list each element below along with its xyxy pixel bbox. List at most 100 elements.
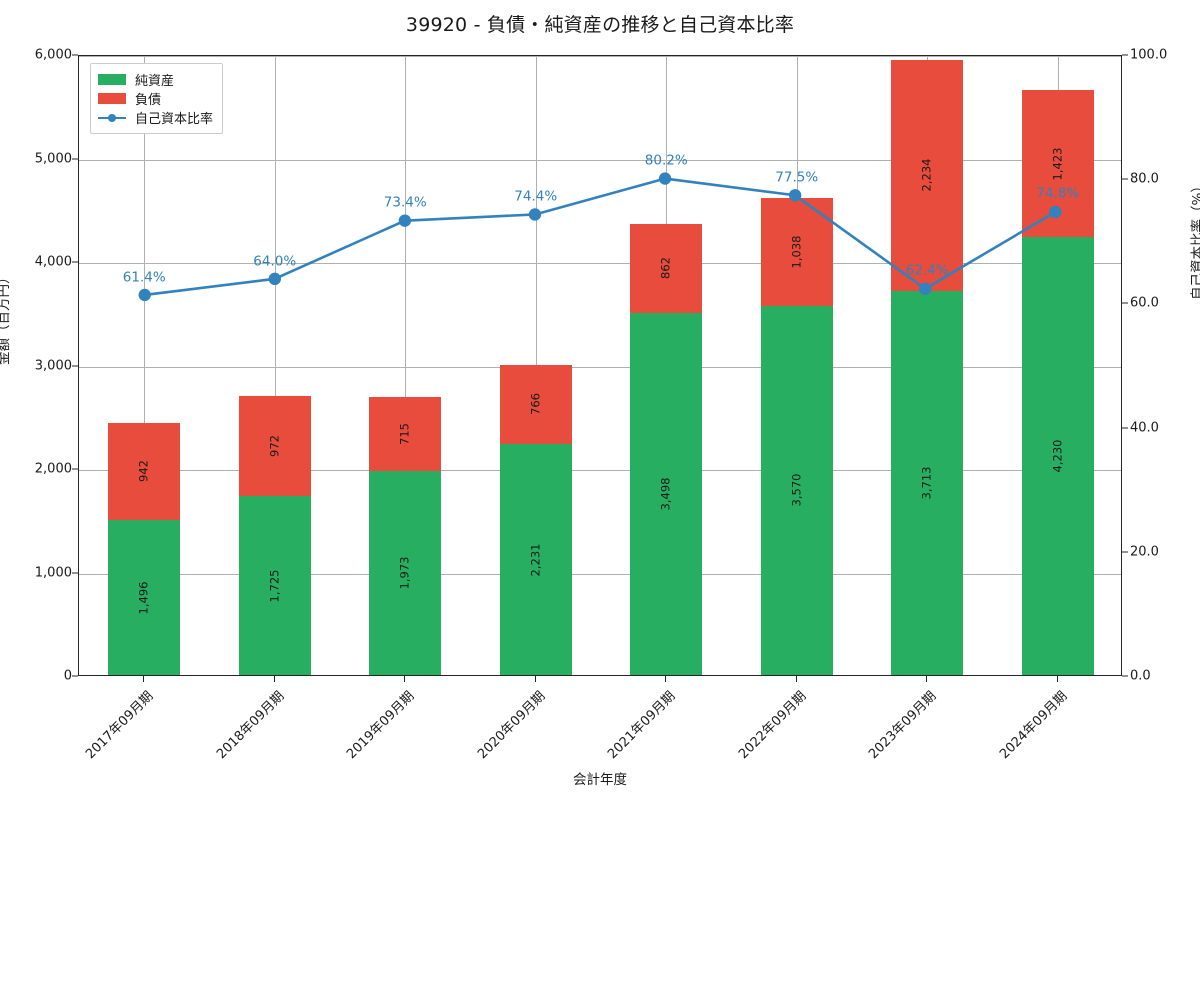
chart-figure: 39920 - 負債・純資産の推移と自己資本比率 金額（百万円） 自己資本比率（… xyxy=(0,14,1200,788)
grid-line-horizontal xyxy=(79,159,1121,161)
bar-group[interactable]: 1,496 942 xyxy=(108,422,181,675)
legend-label-equity-ratio: 自己資本比率 xyxy=(135,112,214,127)
bar-segment-net-assets[interactable]: 1,725 xyxy=(238,496,311,675)
equity-ratio-value-label: 80.2% xyxy=(644,152,688,169)
y-axis-tick-mark-right xyxy=(1122,302,1128,304)
legend-item-liabilities[interactable]: 負債 xyxy=(98,89,213,108)
y-axis-tick-label-left: 6,000 xyxy=(34,47,72,63)
legend-label-liabilities: 負債 xyxy=(135,93,162,108)
x-axis-tick-mark xyxy=(1056,676,1058,682)
y-axis-tick-label-left: 4,000 xyxy=(34,254,72,270)
equity-ratio-point[interactable] xyxy=(398,214,412,227)
grid-line-horizontal xyxy=(79,573,1121,575)
y-axis-tick-mark-right xyxy=(1122,427,1128,429)
x-axis-tick-mark xyxy=(143,676,145,682)
y-axis-label-right: 自己資本比率（%） xyxy=(1190,179,1200,300)
y-axis-tick-label-left: 1,000 xyxy=(34,565,72,580)
y-axis-tick-mark-left xyxy=(72,675,78,677)
bar-group[interactable]: 1,973 715 xyxy=(369,396,442,675)
y-axis-tick-mark-right xyxy=(1122,54,1128,56)
bar-segment-liabilities[interactable]: 1,038 xyxy=(760,198,833,306)
legend-swatch-net-assets xyxy=(98,74,126,85)
grid-line-vertical xyxy=(274,56,276,675)
equity-ratio-point[interactable] xyxy=(919,282,932,295)
y-axis-tick-mark-left xyxy=(72,365,78,366)
x-axis-tick-label: 2022年09月期 xyxy=(735,688,810,763)
plot-area: 1,496 942 1,725 972 1,973 715 2,231 766 3,498 862… xyxy=(78,55,1122,676)
equity-ratio-point[interactable] xyxy=(1049,205,1062,219)
bar-segment-liabilities[interactable]: 862 xyxy=(630,223,703,313)
equity-ratio-point[interactable] xyxy=(528,208,542,221)
legend-label-net-assets: 純資産 xyxy=(135,74,175,89)
bar-group[interactable]: 3,498 862 xyxy=(630,223,703,675)
y-axis-tick-label-right: 0.0 xyxy=(1130,668,1151,684)
y-axis-tick-mark-right xyxy=(1122,551,1128,553)
equity-ratio-value-label: 77.5% xyxy=(775,169,819,186)
y-axis-label-left: 金額（百万円） xyxy=(0,270,12,366)
y-axis-tick-label-right: 60.0 xyxy=(1130,295,1159,311)
bar-segment-liabilities[interactable]: 715 xyxy=(369,396,442,471)
equity-ratio-line xyxy=(143,177,1057,297)
grid-line-horizontal xyxy=(79,56,1121,57)
equity-ratio-point[interactable] xyxy=(788,189,802,202)
equity-ratio-point[interactable] xyxy=(268,272,281,286)
grid-line-horizontal xyxy=(79,366,1121,368)
x-axis-label: 会計年度 xyxy=(573,772,627,788)
bar-segment-net-assets[interactable]: 2,231 xyxy=(499,444,572,675)
legend-item-equity-ratio[interactable]: 自己資本比率 xyxy=(98,108,213,127)
bar-segment-net-assets[interactable]: 1,496 xyxy=(108,520,181,675)
grid-line-horizontal xyxy=(79,470,1121,471)
bar-segment-net-assets[interactable]: 1,973 xyxy=(369,470,442,675)
equity-ratio-point[interactable] xyxy=(658,172,672,185)
y-axis-tick-label-right: 80.0 xyxy=(1130,171,1159,187)
y-axis-tick-label-left: 2,000 xyxy=(34,461,72,477)
equity-ratio-value-label: 74.8% xyxy=(1036,185,1080,202)
bar-group[interactable]: 4,230 1,423 xyxy=(1021,89,1094,675)
bar-segment-liabilities[interactable]: 766 xyxy=(499,364,572,445)
bar-group[interactable]: 3,570 1,038 xyxy=(760,198,833,675)
legend-swatch-equity-ratio xyxy=(98,112,126,124)
bar-group[interactable]: 3,713 2,234 xyxy=(891,59,964,675)
equity-ratio-value-label: 74.4% xyxy=(514,188,558,205)
x-axis-tick-mark xyxy=(404,676,406,682)
grid-line-horizontal xyxy=(79,263,1121,264)
x-axis-tick-mark xyxy=(534,676,536,682)
bar-segment-liabilities[interactable]: 972 xyxy=(238,395,311,497)
x-axis-tick-label: 2019年09月期 xyxy=(344,688,418,763)
bars-layer: 1,496 942 1,725 972 1,973 715 2,231 766 3,498 862… xyxy=(79,56,1121,675)
y-axis-tick-mark-right xyxy=(1122,675,1128,677)
y-axis-tick-label-right: 40.0 xyxy=(1130,420,1159,436)
y-axis-tick-mark-right xyxy=(1122,178,1128,180)
equity-ratio-value-label: 61.4% xyxy=(122,269,166,286)
bar-segment-net-assets[interactable]: 3,498 xyxy=(630,312,703,675)
chart-legend: 純資産 負債 自己資本比率 xyxy=(90,63,224,134)
bar-segment-liabilities[interactable]: 2,234 xyxy=(891,59,964,291)
data-labels-layer: 61.4% 64.0% 73.4% 74.4% 80.2% 77.5% 62.4% 74.8% xyxy=(79,56,1121,675)
equity-ratio-value-label: 73.4% xyxy=(383,194,427,211)
bar-segment-net-assets[interactable]: 3,570 xyxy=(760,305,833,675)
equity-ratio-point[interactable] xyxy=(138,288,151,302)
y-axis-tick-label-left: 3,000 xyxy=(34,358,72,373)
legend-item-net-assets[interactable]: 純資産 xyxy=(98,70,213,89)
y-axis-tick-mark-left xyxy=(72,468,78,470)
equity-ratio-value-label: 64.0% xyxy=(253,253,297,270)
ratio-line-svg xyxy=(138,172,1062,302)
y-axis-tick-label-left: 5,000 xyxy=(34,151,72,166)
y-axis-tick-mark-left xyxy=(72,261,78,263)
bar-segment-net-assets[interactable]: 4,230 xyxy=(1021,237,1094,675)
y-axis-tick-mark-left xyxy=(72,572,78,573)
grid-line-vertical xyxy=(405,56,407,675)
grid-line-vertical xyxy=(144,56,146,675)
bar-segment-net-assets[interactable]: 3,713 xyxy=(891,290,964,675)
bar-group[interactable]: 2,231 766 xyxy=(499,364,572,675)
x-axis-tick-mark xyxy=(665,676,667,682)
y-axis-tick-label-right: 20.0 xyxy=(1130,544,1159,560)
y-axis-tick-mark-left xyxy=(72,158,78,159)
y-axis-tick-mark-left xyxy=(72,54,78,56)
bar-segment-liabilities[interactable]: 942 xyxy=(108,422,181,521)
x-axis-tick-mark xyxy=(273,676,275,682)
bar-group[interactable]: 1,725 972 xyxy=(238,395,311,675)
x-axis-tick-label: 2021年09月期 xyxy=(605,688,679,763)
x-axis-tick-label: 2020年09月期 xyxy=(474,688,549,763)
equity-ratio-value-label: 62.4% xyxy=(905,262,949,279)
